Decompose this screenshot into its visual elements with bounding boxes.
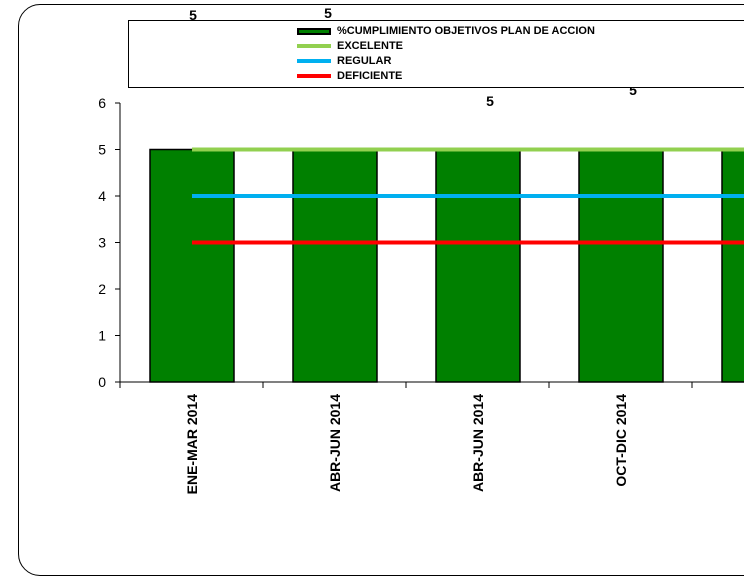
data-label: 5 — [486, 93, 494, 109]
legend-item-cumplimiento: %CUMPLIMIENTO OBJETIVOS PLAN DE ACCION — [297, 24, 595, 38]
x-tick-label: ABR-JUN 2014 — [327, 394, 343, 492]
x-tick-label: OCT-DIC 2014 — [613, 394, 629, 487]
x-axis: ENE-MAR 2014 ABR-JUN 2014 ABR-JUN 2014 OCT-… — [119, 381, 744, 495]
legend-swatch-cumplimiento — [297, 27, 331, 35]
legend-item-regular: REGULAR — [297, 54, 391, 68]
bar — [578, 148, 664, 383]
bar — [721, 148, 744, 383]
y-tick-label: 2 — [98, 281, 106, 297]
y-axis: 0 1 2 3 4 5 6 — [98, 95, 121, 390]
y-tick-label: 5 — [98, 142, 106, 158]
y-tick-label: 6 — [98, 95, 106, 111]
legend-item-excelente: EXCELENTE — [297, 39, 403, 53]
y-tick-label: 0 — [98, 374, 106, 390]
bar — [149, 148, 235, 383]
x-tick-label: ENE-MAR 2014 — [184, 394, 200, 495]
threshold-lines — [192, 147, 744, 245]
bar-series — [149, 148, 744, 383]
data-label: 5 — [189, 7, 197, 23]
legend-label-deficiente: DEFICIENTE — [337, 70, 403, 82]
legend-label-excelente: EXCELENTE — [337, 40, 404, 52]
bar — [292, 148, 378, 383]
bar — [435, 148, 521, 383]
legend-item-deficiente: DEFICIENTE — [297, 69, 402, 83]
data-label: 5 — [324, 5, 332, 21]
y-tick-label: 1 — [98, 328, 106, 344]
chart-legend: %CUMPLIMIENTO OBJETIVOS PLAN DE ACCION E… — [128, 20, 744, 88]
legend-label-regular: REGULAR — [337, 55, 392, 67]
x-tick-label: ABR-JUN 2014 — [470, 394, 486, 492]
data-label: 5 — [629, 82, 637, 98]
legend-swatch-deficiente — [297, 74, 331, 78]
y-tick-label: 4 — [98, 188, 106, 204]
y-tick-label: 3 — [98, 235, 106, 251]
legend-swatch-regular — [297, 59, 331, 63]
legend-swatch-excelente — [297, 44, 331, 48]
legend-label-cumplimiento: %CUMPLIMIENTO OBJETIVOS PLAN DE ACCION — [337, 25, 595, 37]
data-labels: 5 5 5 5 — [189, 5, 637, 109]
